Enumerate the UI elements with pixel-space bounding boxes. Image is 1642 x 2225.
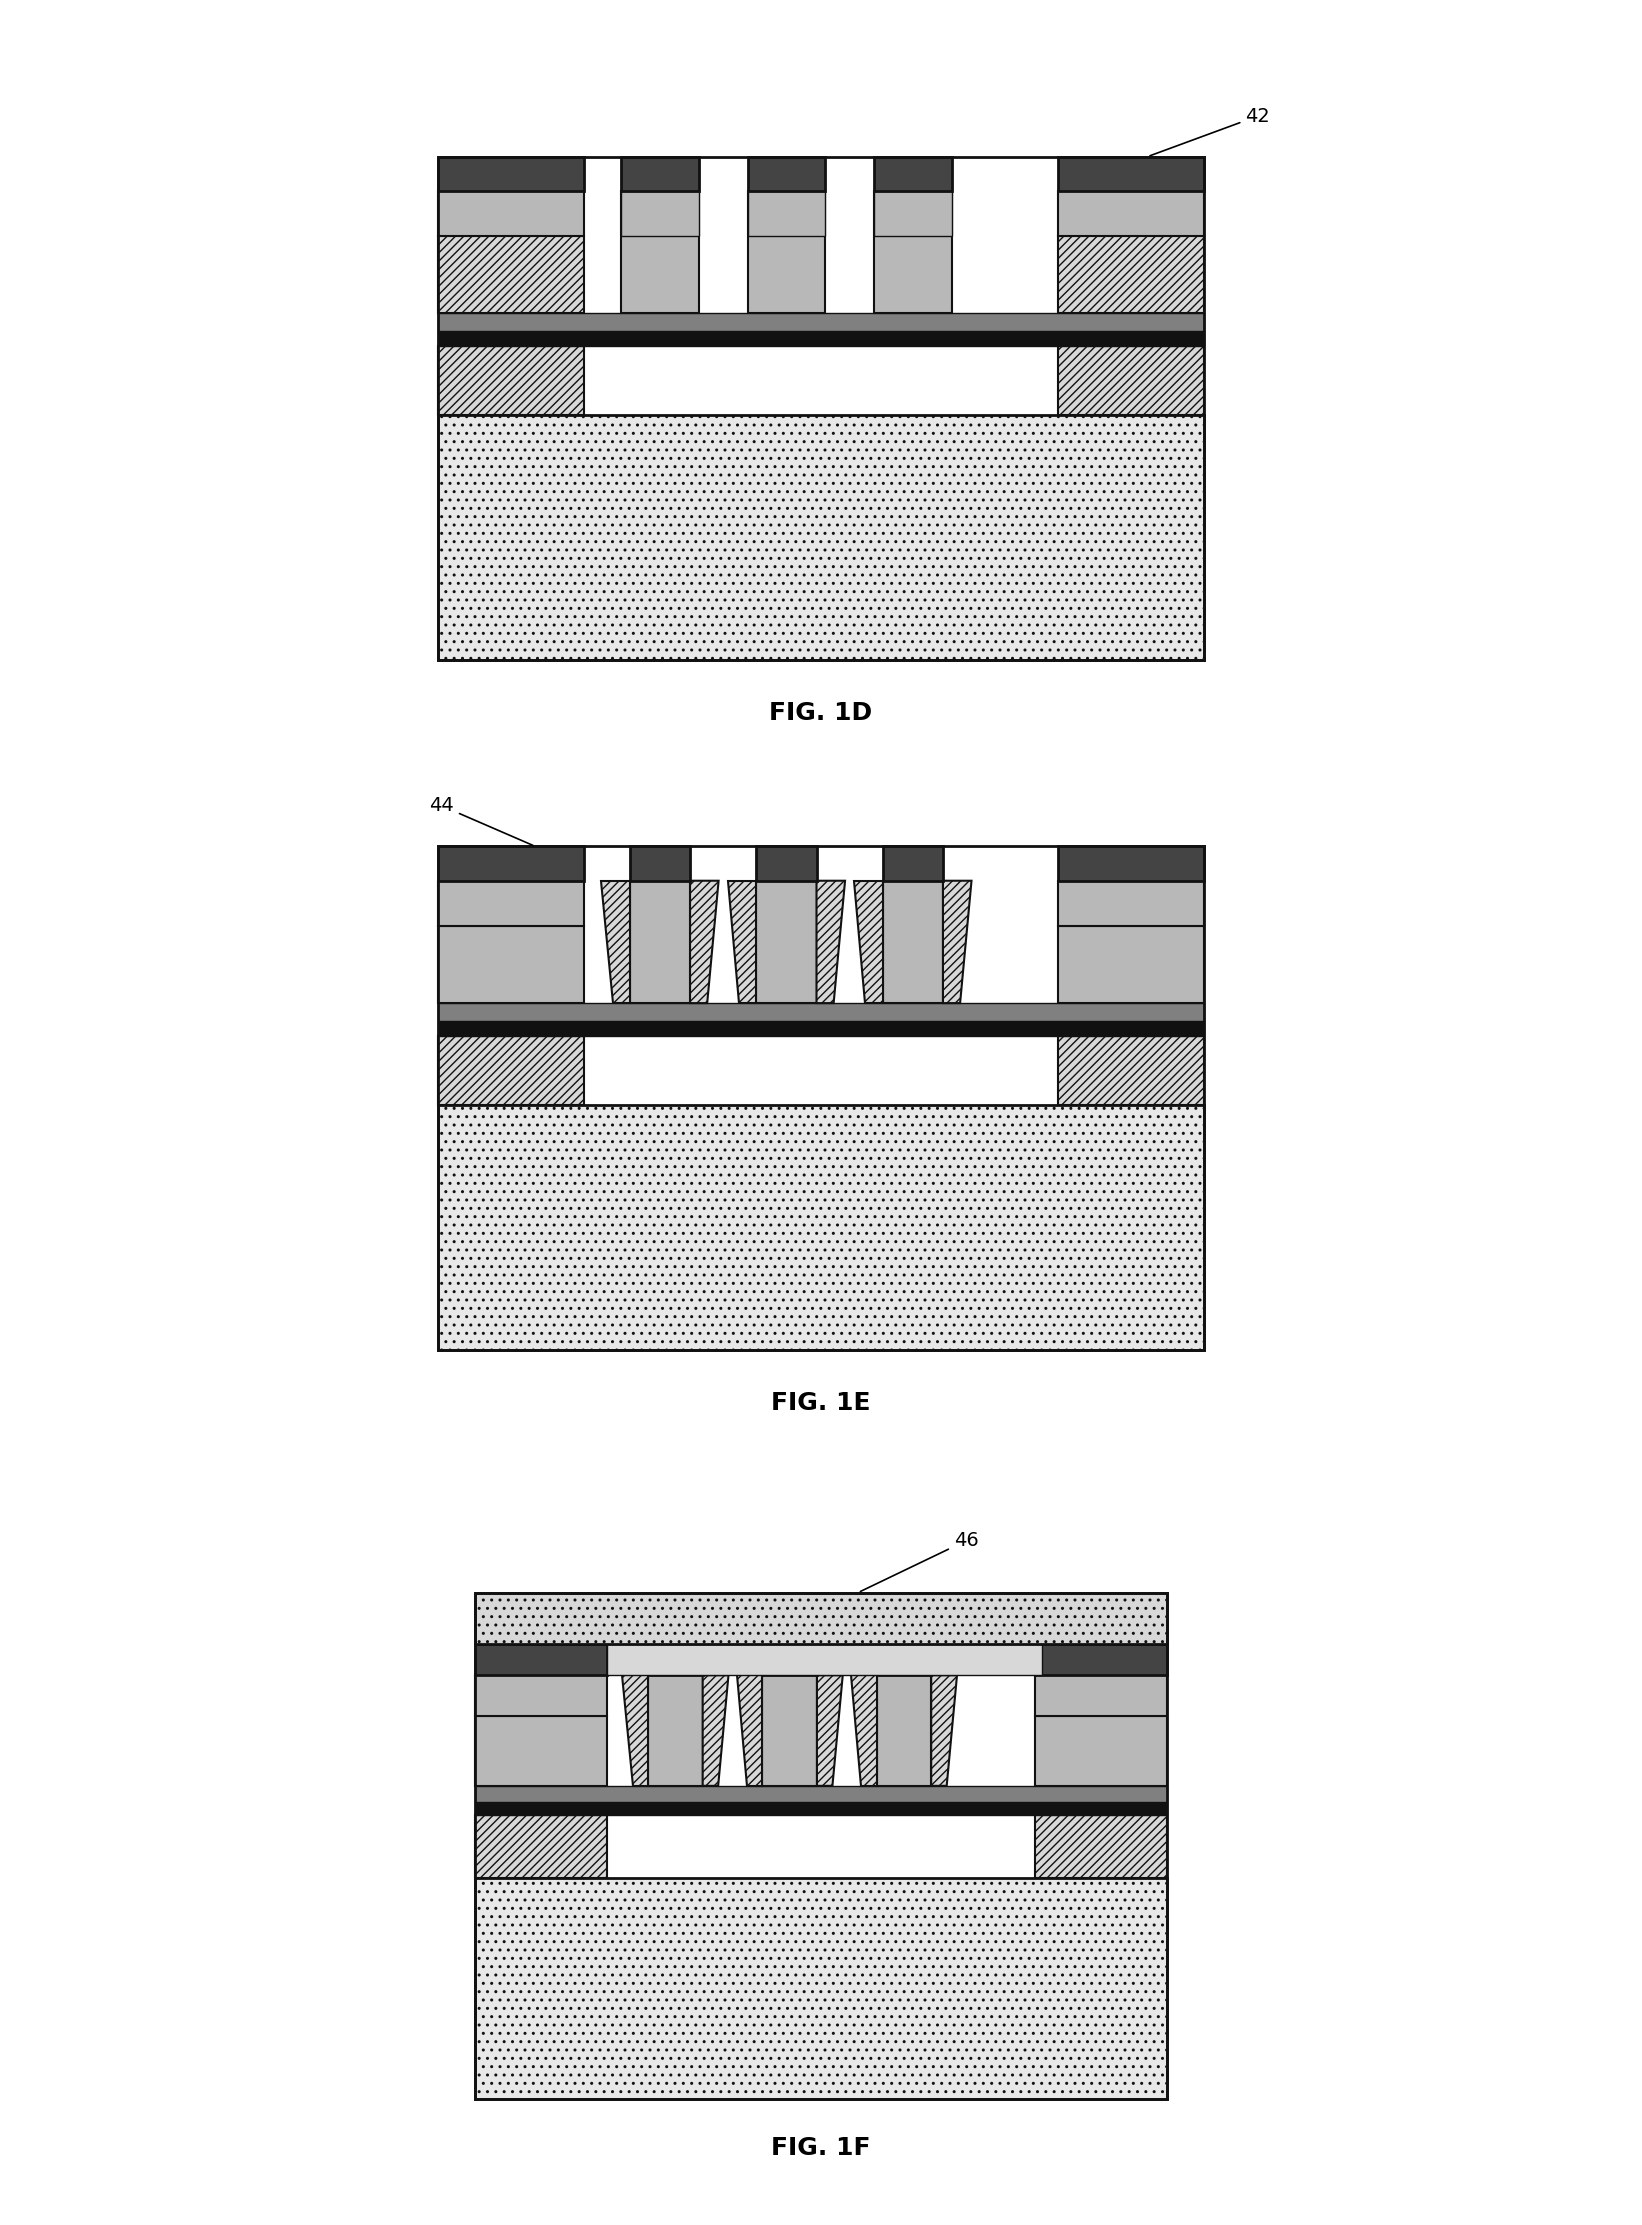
Text: 42: 42 — [1149, 107, 1269, 156]
Bar — [437, 926, 585, 1003]
Bar — [1034, 1675, 1167, 1715]
Bar — [1057, 846, 1205, 881]
Bar — [1034, 1715, 1167, 1787]
Text: 46: 46 — [860, 1531, 979, 1591]
Bar — [874, 191, 951, 314]
Bar — [475, 1878, 1167, 2098]
Bar — [475, 1593, 1167, 2098]
Bar — [1057, 926, 1205, 1003]
Bar — [437, 1037, 585, 1106]
Bar — [762, 1644, 818, 1675]
Polygon shape — [727, 881, 757, 1003]
Bar — [608, 1644, 1043, 1675]
Text: FIG. 1E: FIG. 1E — [772, 1391, 870, 1415]
Bar — [437, 156, 585, 191]
Bar — [437, 345, 585, 416]
Bar — [437, 1106, 1205, 1351]
Bar — [437, 332, 1205, 345]
Bar — [1057, 345, 1205, 416]
Bar — [649, 1675, 703, 1787]
Bar — [747, 191, 824, 236]
Bar — [1057, 1037, 1205, 1106]
Bar — [437, 191, 585, 236]
Bar — [877, 1675, 931, 1787]
Polygon shape — [601, 881, 629, 1003]
Bar — [877, 1644, 931, 1675]
Bar — [1034, 1816, 1167, 1878]
Bar — [475, 1644, 608, 1675]
Bar — [475, 1593, 1167, 1644]
Bar — [621, 191, 698, 314]
Bar — [649, 1644, 703, 1675]
Bar — [1034, 1644, 1167, 1675]
Bar — [621, 191, 698, 236]
Bar — [475, 1787, 1167, 1802]
Bar — [437, 1021, 1205, 1037]
Polygon shape — [690, 881, 719, 1003]
Bar — [757, 846, 816, 881]
Polygon shape — [703, 1675, 729, 1787]
Bar — [608, 1644, 1043, 1675]
Bar — [1057, 156, 1205, 191]
Bar — [475, 1802, 1167, 1816]
Bar — [747, 156, 824, 191]
Bar — [621, 156, 698, 191]
Bar — [475, 1816, 608, 1878]
Polygon shape — [851, 1675, 877, 1787]
Bar — [1057, 881, 1205, 926]
Polygon shape — [854, 881, 883, 1003]
Polygon shape — [943, 881, 972, 1003]
Polygon shape — [737, 1675, 762, 1787]
Bar — [437, 846, 585, 881]
Bar — [883, 881, 943, 1003]
Bar — [874, 156, 951, 191]
Bar — [1057, 236, 1205, 314]
Bar — [437, 1003, 1205, 1021]
Polygon shape — [622, 1675, 649, 1787]
Bar — [437, 881, 585, 926]
Text: 44: 44 — [430, 797, 534, 846]
Bar — [475, 1675, 608, 1715]
Bar — [762, 1675, 818, 1787]
Bar — [1057, 191, 1205, 236]
Polygon shape — [816, 881, 846, 1003]
Bar — [437, 416, 1205, 661]
Bar — [437, 236, 585, 314]
Text: FIG. 1F: FIG. 1F — [772, 2136, 870, 2160]
Bar — [747, 191, 824, 314]
Bar — [883, 846, 943, 881]
Bar — [475, 1715, 608, 1787]
Text: FIG. 1D: FIG. 1D — [770, 701, 872, 725]
Bar — [629, 881, 690, 1003]
Bar — [437, 846, 1205, 1351]
Polygon shape — [931, 1675, 957, 1787]
Bar — [757, 881, 816, 1003]
Bar — [437, 314, 1205, 332]
Polygon shape — [818, 1675, 842, 1787]
Bar — [874, 191, 951, 236]
Bar — [437, 156, 1205, 661]
Bar — [629, 846, 690, 881]
